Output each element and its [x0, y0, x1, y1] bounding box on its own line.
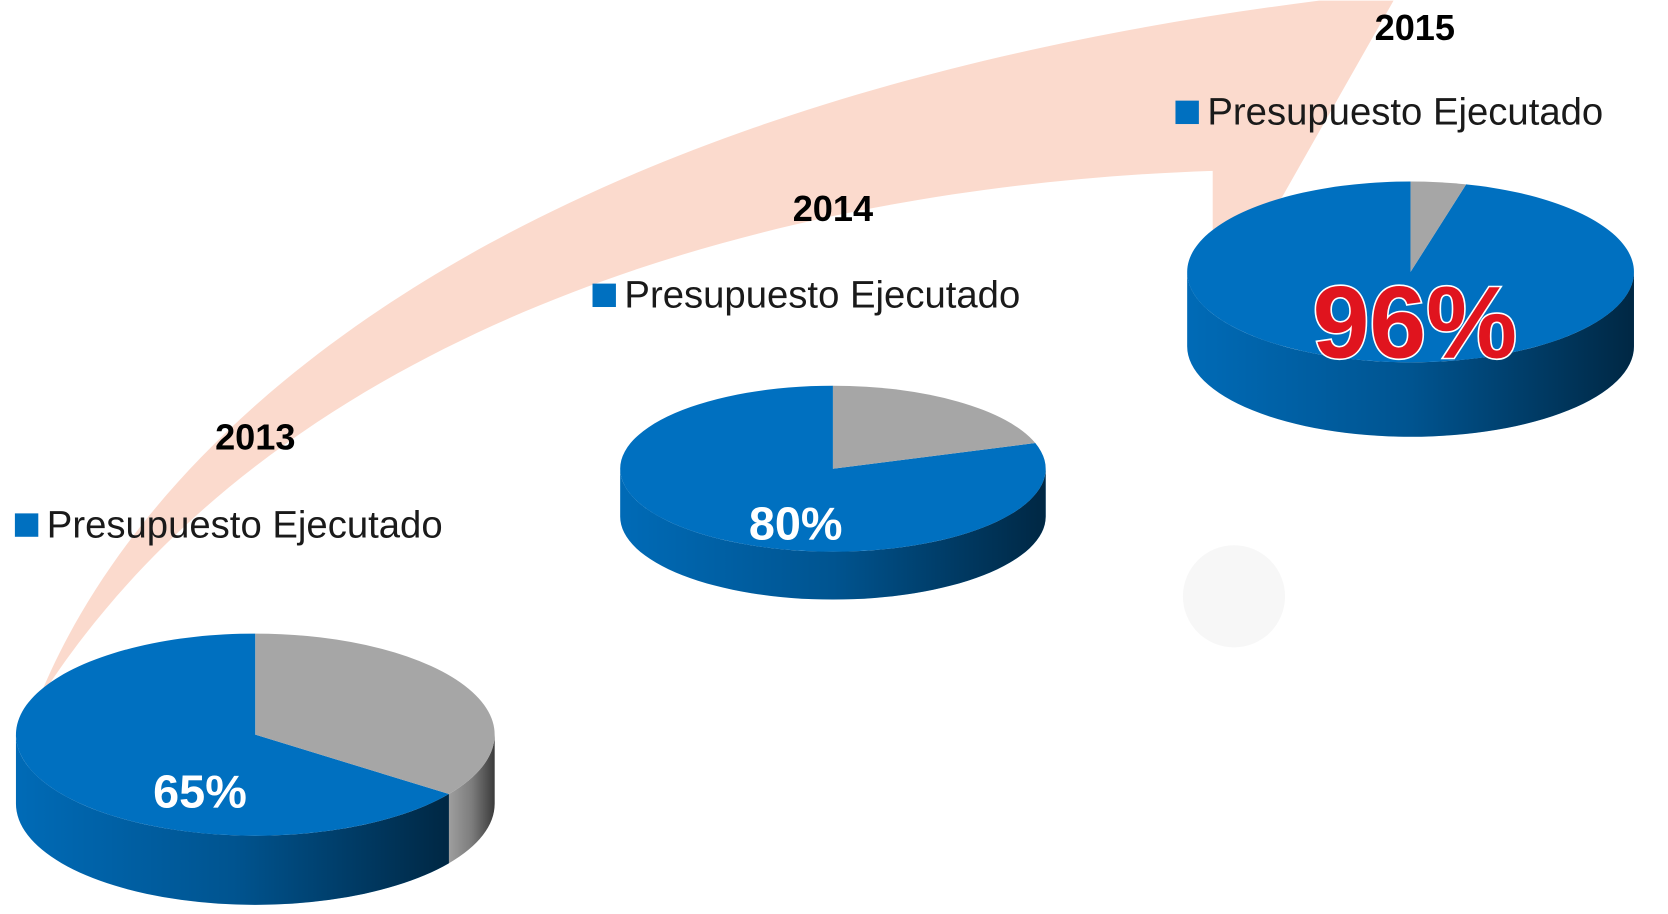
legend-label: Presupuesto Ejecutado [624, 274, 1020, 317]
chart-title: 2015 [1375, 7, 1455, 48]
pie-slice [620, 385, 1046, 552]
legend-label: Presupuesto Ejecutado [47, 503, 443, 546]
pie-side-shade [448, 734, 495, 864]
pie-slice [255, 633, 495, 795]
pie-slice [1187, 181, 1634, 363]
pie-slice [1410, 181, 1467, 272]
legend-swatch [592, 283, 616, 308]
legend-swatch [1175, 100, 1199, 125]
chart-title: 2014 [793, 188, 873, 229]
pie-side-shade [620, 468, 1046, 600]
pie-slice [832, 385, 1036, 469]
growth-arrow [37, 0, 1394, 703]
pie-slice [15, 633, 449, 836]
legend-swatch [14, 513, 39, 537]
chart-title: 2013 [215, 417, 295, 458]
pie-side-shade [15, 734, 449, 905]
data-label: 80% [749, 498, 843, 550]
pie-side-shade [1187, 271, 1634, 437]
data-label: 65% [153, 766, 247, 818]
data-label: 96% [1313, 265, 1517, 379]
legend-label: Presupuesto Ejecutado [1207, 91, 1603, 134]
faint-circle [1182, 545, 1286, 648]
